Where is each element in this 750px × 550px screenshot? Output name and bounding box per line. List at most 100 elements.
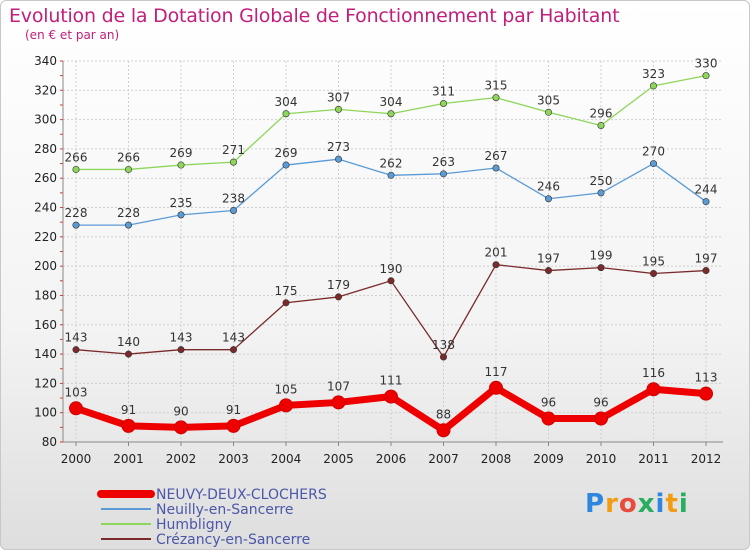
data-point <box>544 267 552 275</box>
data-label: 175 <box>275 284 298 298</box>
data-point <box>72 346 80 354</box>
legend-label: Neuilly-en-Sancerre <box>156 502 293 518</box>
grid <box>63 60 723 443</box>
data-label: 311 <box>432 84 455 98</box>
data-labels: 266 266 269 271 304 307 304 311 315 305 296 323 330 2… <box>65 57 718 422</box>
data-point <box>72 221 80 229</box>
data-point <box>230 206 238 214</box>
chart-subtitle: (en € et par an) <box>25 28 120 42</box>
data-label: 199 <box>590 249 613 263</box>
y-tick-label: 200 <box>34 259 57 273</box>
data-label: 143 <box>65 331 88 345</box>
data-point <box>282 299 290 307</box>
x-tick-label: 2011 <box>638 452 669 466</box>
x-tick-label: 2003 <box>218 452 249 466</box>
data-label: 91 <box>226 403 241 417</box>
y-tick-label: 100 <box>34 406 57 420</box>
data-label: 266 <box>65 150 88 164</box>
data-label: 138 <box>432 338 455 352</box>
data-point <box>699 386 713 401</box>
data-point <box>436 423 451 438</box>
data-point <box>72 165 80 173</box>
data-point <box>121 418 136 433</box>
data-label: 228 <box>117 206 140 220</box>
data-point <box>594 411 608 426</box>
data-point <box>282 110 290 118</box>
x-tick-label: 2012 <box>691 452 722 466</box>
data-point <box>334 105 342 113</box>
legend-label: Crézancy-en-Sancerre <box>156 532 310 548</box>
x-tick-label: 2008 <box>481 452 512 466</box>
data-label: 96 <box>541 396 556 410</box>
logo-letter: P <box>585 489 606 519</box>
axes: 80 100 120 140 160 180 200 220 240 260 280 300 320 34… <box>34 54 723 466</box>
data-point <box>226 418 241 433</box>
data-point <box>387 277 395 285</box>
data-point <box>334 155 342 163</box>
data-point <box>125 221 133 229</box>
data-point <box>174 420 188 435</box>
data-point <box>597 121 605 129</box>
data-label: 143 <box>222 331 245 345</box>
data-point <box>544 195 552 203</box>
legend: NEUVY-DEUX-CLOCHERSNeuilly-en-SancerreHu… <box>97 487 327 548</box>
y-tick-label: 320 <box>34 83 57 97</box>
data-label: 90 <box>173 404 188 418</box>
data-label: 103 <box>65 385 88 399</box>
data-point <box>439 99 447 107</box>
logo-letter: i <box>678 489 689 519</box>
data-label: 235 <box>170 196 193 210</box>
data-label: 105 <box>275 382 298 396</box>
data-point <box>649 269 657 277</box>
data-point <box>230 158 238 166</box>
y-tick-label: 300 <box>34 113 57 127</box>
data-point <box>177 161 185 169</box>
data-point <box>649 160 657 168</box>
y-tick-label: 280 <box>34 142 57 156</box>
data-label: 197 <box>695 252 718 266</box>
data-point <box>597 189 605 197</box>
data-label: 140 <box>117 335 140 349</box>
y-tick-label: 340 <box>34 54 57 68</box>
x-tick-label: 2004 <box>271 452 302 466</box>
data-label: 263 <box>432 155 455 169</box>
data-point <box>439 170 447 178</box>
data-label: 262 <box>380 156 403 170</box>
data-point <box>489 380 503 395</box>
data-label: 244 <box>695 183 718 197</box>
data-label: 117 <box>485 365 508 379</box>
data-label: 91 <box>121 403 136 417</box>
data-label: 107 <box>327 379 350 393</box>
data-point <box>177 211 185 219</box>
data-point <box>702 198 710 206</box>
y-tick-label: 220 <box>34 230 57 244</box>
data-point <box>279 398 293 413</box>
data-point <box>125 165 133 173</box>
data-label: 179 <box>327 278 350 292</box>
logo-letter: o <box>618 489 638 519</box>
data-label: 315 <box>485 79 508 93</box>
data-label: 266 <box>117 150 140 164</box>
x-tick-label: 2002 <box>166 452 197 466</box>
data-label: 270 <box>642 145 665 159</box>
data-label: 111 <box>380 374 403 388</box>
data-point <box>492 164 500 172</box>
legend-label: NEUVY-DEUX-CLOCHERS <box>156 487 327 503</box>
data-label: 88 <box>436 407 451 421</box>
data-point <box>439 353 447 361</box>
data-label: 273 <box>327 140 350 154</box>
data-label: 96 <box>593 396 608 410</box>
y-tick-label: 80 <box>42 435 57 449</box>
data-label: 269 <box>275 146 298 160</box>
data-point <box>125 350 133 358</box>
logo-letter: i <box>655 489 666 519</box>
data-label: 267 <box>485 149 508 163</box>
data-label: 197 <box>537 252 560 266</box>
logo-letter: t <box>665 489 679 519</box>
logo-letter: r <box>605 489 619 519</box>
data-point <box>334 293 342 301</box>
data-point <box>230 346 238 354</box>
data-label: 269 <box>170 146 193 160</box>
